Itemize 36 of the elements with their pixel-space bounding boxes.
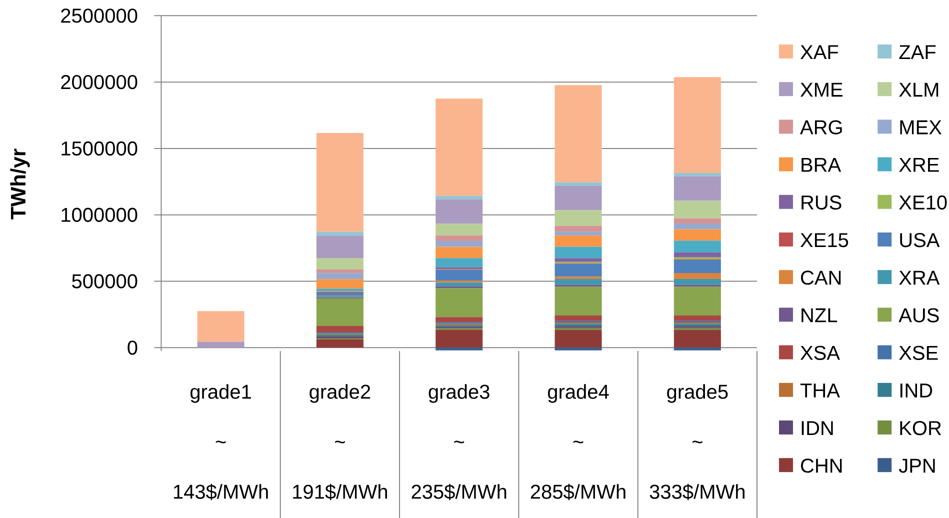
- legend-label: RUS: [802, 195, 842, 210]
- category-label: grade5 ~ 333$/MWh: [650, 384, 744, 500]
- y-tick-label: 2500000: [61, 8, 138, 23]
- category-label: grade1 ~ 143$/MWh: [174, 384, 268, 500]
- legend-label: USA: [900, 233, 940, 248]
- category-label: grade2 ~ 191$/MWh: [293, 384, 387, 500]
- legend-label: ARG: [800, 120, 842, 134]
- legend-label: XSE: [899, 346, 938, 360]
- y-tick-label: 1000000: [62, 208, 138, 222]
- legend-label: XAF: [800, 45, 838, 59]
- legend-label: KOR: [900, 421, 942, 436]
- legend-label: XRE: [899, 158, 939, 172]
- y-tick-label: 2000000: [61, 75, 138, 90]
- category-label: grade4 ~ 285$/MWh: [530, 384, 626, 500]
- y-tick-label: 0: [128, 340, 138, 355]
- legend-label: XME: [800, 82, 842, 97]
- legend-label: IDN: [802, 421, 833, 435]
- legend-label: MEX: [900, 120, 942, 134]
- legend-label: XLM: [899, 82, 938, 97]
- legend-label: XSA: [800, 346, 840, 360]
- category-label: grade3 ~ 235$/MWh: [412, 384, 506, 500]
- y-tick-label: 1500000: [62, 141, 138, 156]
- legend-label: BRA: [802, 158, 842, 172]
- legend-label: NZL: [802, 308, 838, 322]
- legend-label: CHN: [801, 458, 842, 473]
- y-tick-label: 500000: [72, 274, 138, 288]
- legend-label: AUS: [898, 308, 939, 322]
- legend-label: XRA: [899, 270, 940, 285]
- legend-label: XE15: [800, 233, 848, 248]
- legend-label: CAN: [801, 270, 841, 285]
- legend-label: XE10: [899, 195, 947, 210]
- legend-label: THA: [800, 384, 840, 398]
- legend-label: ZAF: [899, 45, 936, 59]
- legend-label: JPN: [898, 458, 935, 473]
- legend-label: IND: [900, 384, 932, 398]
- y-axis-title: TWh/yr: [10, 148, 30, 220]
